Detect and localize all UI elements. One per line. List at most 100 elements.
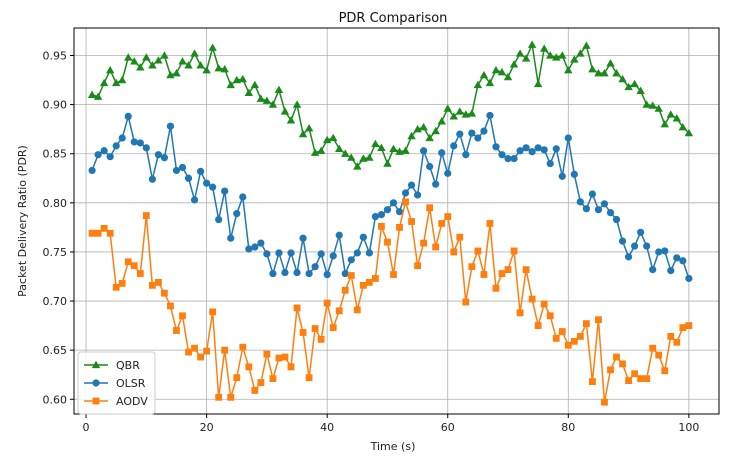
olsr-point xyxy=(148,175,156,183)
qbr-point xyxy=(533,79,543,88)
aodv-point xyxy=(148,281,156,289)
qbr-point xyxy=(148,61,157,69)
olsr-point xyxy=(281,268,289,277)
qbr-point xyxy=(130,57,139,65)
aodv-point xyxy=(558,328,566,335)
aodv-point xyxy=(432,243,440,251)
olsr-point xyxy=(323,270,331,279)
olsr-point xyxy=(407,181,416,189)
olsr-point xyxy=(293,268,301,277)
legend-olsr-marker xyxy=(92,379,100,387)
aodv-point xyxy=(130,262,138,270)
qbr-point xyxy=(425,133,434,142)
qbr-point xyxy=(371,139,380,148)
aodv-point xyxy=(564,341,572,349)
qbr-point xyxy=(576,49,585,57)
olsr-point xyxy=(588,190,597,198)
aodv-point xyxy=(667,333,675,340)
aodv-point xyxy=(576,333,584,340)
olsr-point xyxy=(564,134,572,142)
olsr-point xyxy=(631,242,639,250)
legend: QBR OLSR AODV xyxy=(77,351,156,415)
qbr-point xyxy=(196,61,205,69)
aodv-point xyxy=(106,229,114,237)
olsr-point xyxy=(353,249,361,257)
qbr-point xyxy=(268,100,278,108)
legend-aodv-label: AODV xyxy=(116,395,148,408)
olsr-point xyxy=(166,122,175,130)
aodv-point xyxy=(486,220,494,227)
qbr-point xyxy=(660,120,669,128)
olsr-point xyxy=(371,212,380,221)
aodv-point xyxy=(142,212,150,219)
qbr-point xyxy=(552,53,561,61)
olsr-point xyxy=(498,151,506,159)
qbr-point xyxy=(208,43,217,51)
olsr-point xyxy=(269,269,277,278)
olsr-point xyxy=(492,143,500,151)
x-tick-label: 100 xyxy=(678,421,699,434)
olsr-point xyxy=(311,263,319,271)
qbr-point xyxy=(93,92,103,100)
aodv-point xyxy=(257,379,265,386)
qbr-point xyxy=(214,64,223,72)
qbr-point xyxy=(666,110,675,118)
olsr-point xyxy=(263,250,271,258)
aodv-point xyxy=(516,309,524,317)
olsr-point xyxy=(118,134,126,142)
qbr-point xyxy=(570,55,579,63)
olsr-point xyxy=(570,170,578,178)
qbr-point xyxy=(316,146,326,154)
qbr-point xyxy=(238,74,247,83)
aodv-point xyxy=(462,298,470,306)
aodv-series xyxy=(88,198,693,406)
aodv-point xyxy=(203,347,211,355)
qbr-point xyxy=(546,51,555,59)
aodv-point xyxy=(468,263,476,271)
chart-title: PDR Comparison xyxy=(339,11,448,26)
olsr-point xyxy=(209,183,217,191)
aodv-point xyxy=(655,351,663,359)
series-layer xyxy=(87,40,694,406)
aodv-point xyxy=(492,284,500,292)
qbr-point xyxy=(437,117,446,125)
olsr-point xyxy=(552,145,560,153)
qbr-point xyxy=(509,60,519,68)
qbr-point xyxy=(413,124,422,133)
aodv-point xyxy=(197,353,204,361)
qbr-point xyxy=(310,148,320,156)
aodv-point xyxy=(100,224,108,232)
x-axis-title: Time (s) xyxy=(370,440,416,453)
aodv-point xyxy=(426,204,434,212)
olsr-point xyxy=(196,167,205,175)
x-tick-label: 60 xyxy=(441,421,455,434)
qbr-point xyxy=(335,144,344,152)
olsr-point xyxy=(450,142,458,150)
olsr-point xyxy=(106,153,114,161)
aodv-point xyxy=(154,278,162,286)
olsr-point xyxy=(203,179,211,187)
olsr-point xyxy=(287,249,295,257)
olsr-point xyxy=(317,250,325,258)
olsr-point xyxy=(251,243,259,251)
olsr-point xyxy=(667,267,675,275)
aodv-point xyxy=(112,283,120,291)
aodv-point xyxy=(390,271,397,278)
olsr-point xyxy=(233,210,241,218)
qbr-point xyxy=(684,128,694,137)
y-tick-label: 0.85 xyxy=(43,148,68,161)
qbr-point xyxy=(588,65,597,73)
aodv-point xyxy=(239,343,247,351)
qbr-point xyxy=(527,40,537,48)
qbr-point xyxy=(347,153,356,161)
qbr-point xyxy=(467,109,477,117)
x-tick-label: 20 xyxy=(200,421,214,434)
aodv-point xyxy=(631,370,639,378)
aodv-point xyxy=(269,375,277,383)
x-tick-label: 40 xyxy=(320,421,334,434)
olsr-point xyxy=(112,142,120,150)
qbr-point xyxy=(274,85,284,94)
olsr-point xyxy=(606,209,615,217)
qbr-point xyxy=(190,49,199,57)
